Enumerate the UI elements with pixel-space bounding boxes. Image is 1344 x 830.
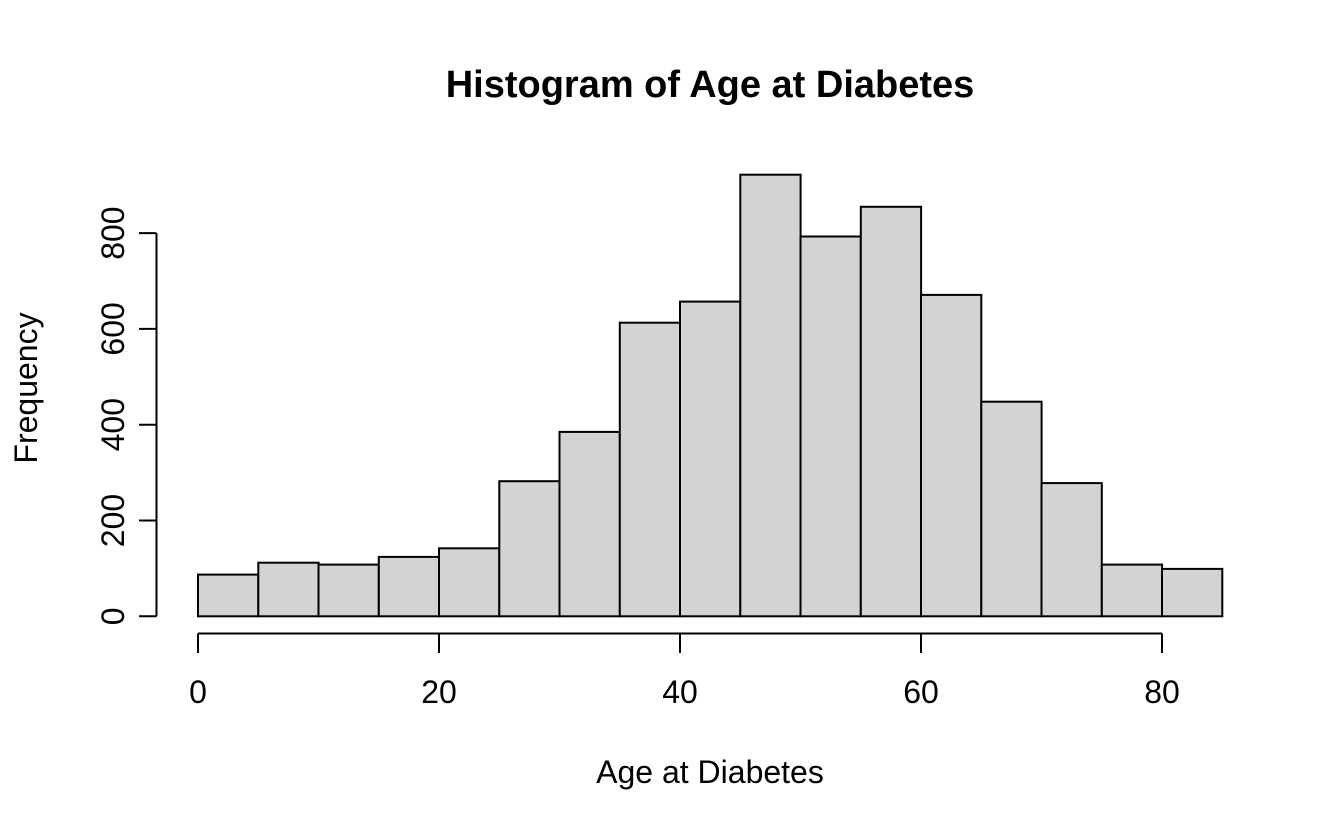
chart-title: Histogram of Age at Diabetes [446, 64, 975, 106]
axes-layer: 0 200 400 600 800 0 20 40 60 80 [95, 206, 1180, 710]
histogram-bar [920, 293, 983, 618]
histogram-bar [859, 205, 923, 618]
histogram-bar [799, 235, 862, 618]
histogram-bar [317, 563, 380, 618]
histogram-bar [377, 555, 441, 618]
x-tick-label: 0 [189, 674, 207, 710]
x-tick-label: 20 [421, 674, 457, 710]
histogram-bar [1040, 482, 1103, 618]
histogram-bar [1161, 567, 1224, 618]
y-tick-label: 0 [95, 607, 131, 625]
histogram-bar [980, 400, 1043, 618]
histogram-bar [1100, 563, 1164, 618]
histogram-bar [498, 480, 561, 618]
histogram-bar [197, 573, 260, 618]
y-tick-label: 200 [95, 494, 131, 547]
y-tick-label: 600 [95, 302, 131, 355]
histogram-bar [739, 173, 802, 618]
x-axis-label: Age at Diabetes [596, 754, 824, 790]
bars-layer [197, 173, 1224, 618]
histogram-bar [558, 430, 621, 618]
y-tick-label: 400 [95, 398, 131, 451]
y-axis-label: Frequency [8, 312, 44, 463]
x-tick-label: 40 [662, 674, 698, 710]
histogram-bar [679, 300, 742, 618]
x-tick-label: 60 [903, 674, 939, 710]
histogram-bar [438, 547, 501, 618]
histogram-bar [257, 561, 320, 618]
x-tick-label: 80 [1144, 674, 1180, 710]
histogram-bar [618, 321, 682, 618]
y-tick-label: 800 [95, 206, 131, 259]
